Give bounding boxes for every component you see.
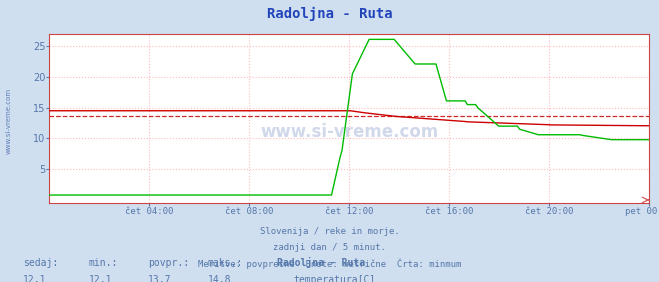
Text: Radoljna - Ruta: Radoljna - Ruta — [267, 7, 392, 21]
Text: sedaj:: sedaj: — [23, 259, 58, 268]
Text: maks.:: maks.: — [208, 259, 243, 268]
Text: 12,1: 12,1 — [89, 275, 113, 282]
Text: povpr.:: povpr.: — [148, 259, 189, 268]
Text: 13,7: 13,7 — [148, 275, 172, 282]
Text: Radoljna - Ruta: Radoljna - Ruta — [277, 257, 365, 268]
Text: 12,1: 12,1 — [23, 275, 47, 282]
Text: zadnji dan / 5 minut.: zadnji dan / 5 minut. — [273, 243, 386, 252]
Text: min.:: min.: — [89, 259, 119, 268]
Text: www.si-vreme.com: www.si-vreme.com — [260, 123, 438, 141]
Text: www.si-vreme.com: www.si-vreme.com — [5, 88, 11, 154]
Text: Slovenija / reke in morje.: Slovenija / reke in morje. — [260, 227, 399, 236]
Text: Meritve: povprečne  Enote: metrične  Črta: minmum: Meritve: povprečne Enote: metrične Črta:… — [198, 258, 461, 268]
Text: temperatura[C]: temperatura[C] — [293, 275, 376, 282]
Text: 14,8: 14,8 — [208, 275, 231, 282]
